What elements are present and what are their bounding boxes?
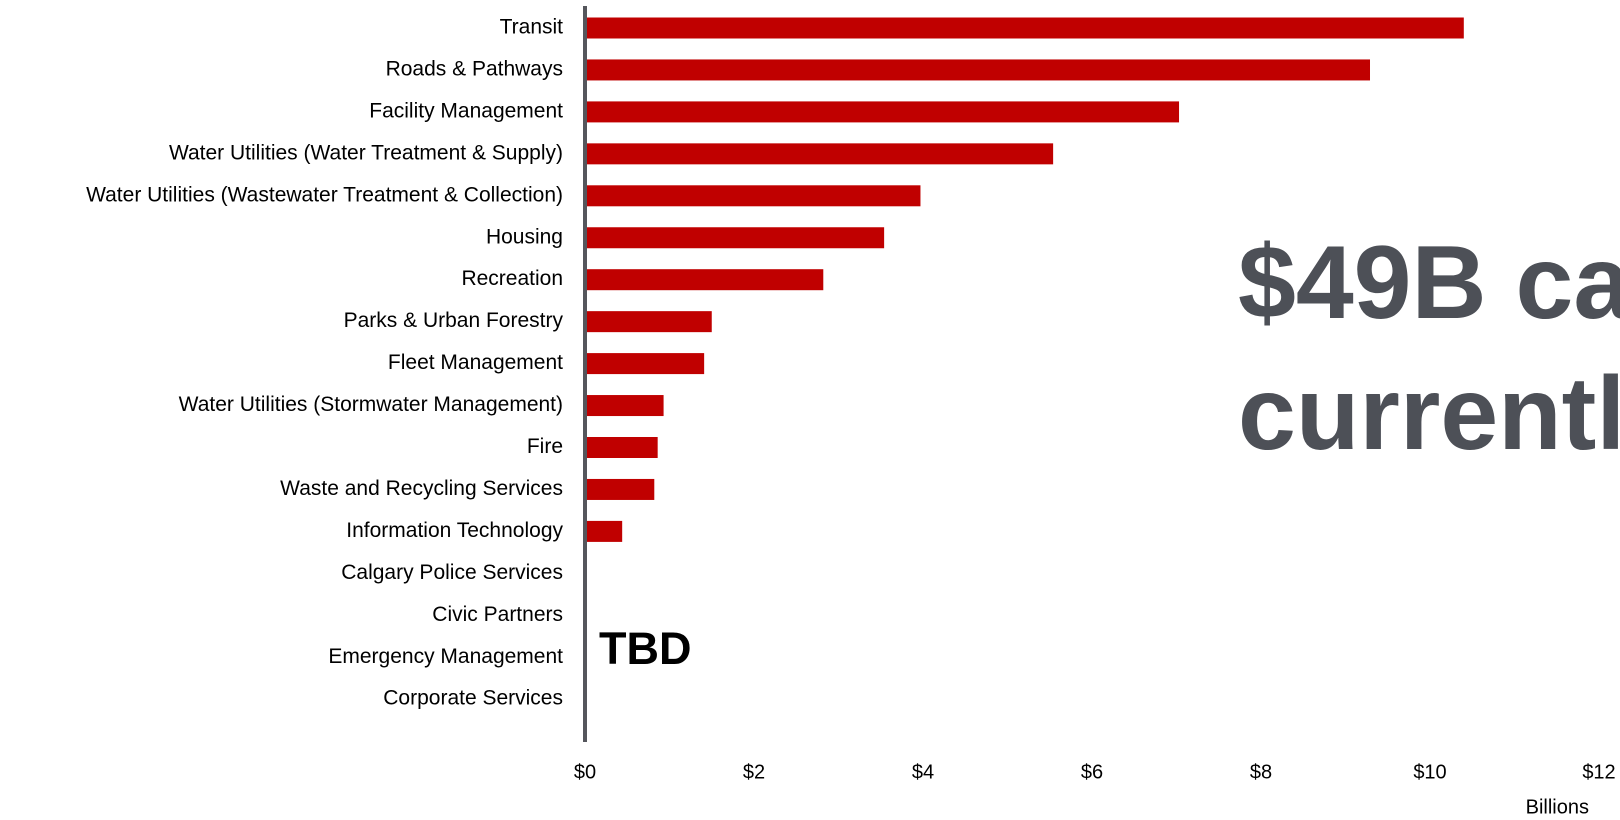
x-tick-label: $2: [743, 761, 765, 783]
x-tick-label: $8: [1250, 761, 1272, 783]
bar: [585, 311, 712, 333]
y-tick-label: Water Utilities (Stormwater Management): [179, 393, 563, 416]
annotation: TBD: [599, 623, 691, 674]
y-tick-label: Calgary Police Services: [341, 561, 563, 584]
bar: [585, 353, 705, 375]
bar: [585, 143, 1054, 165]
bar: [585, 59, 1371, 81]
y-tick-label: Civic Partners: [432, 603, 563, 626]
x-tick-label: $0: [574, 761, 596, 783]
bar: [585, 395, 664, 417]
bar: [585, 437, 658, 458]
x-tick-label: $12: [1582, 761, 1615, 783]
y-tick-label: Fleet Management: [388, 351, 563, 374]
headline: $49B ca: [1238, 225, 1620, 341]
y-tick-label: Waste and Recycling Services: [280, 477, 563, 500]
x-axis-label: Billions: [1526, 796, 1589, 818]
bar: [585, 17, 1464, 39]
y-tick-label: Water Utilities (Water Treatment & Suppl…: [169, 141, 563, 164]
x-tick-label: $4: [912, 761, 934, 783]
bar: [585, 520, 623, 542]
bar: [585, 101, 1180, 123]
y-tick-label: Roads & Pathways: [386, 57, 563, 80]
y-tick-label: Facility Management: [369, 99, 563, 122]
bar: [585, 478, 655, 500]
y-tick-label: Transit: [500, 16, 564, 39]
y-tick-label: Water Utilities (Wastewater Treatment & …: [86, 183, 563, 206]
y-tick-label: Emergency Management: [328, 645, 563, 668]
bar: [585, 185, 921, 207]
y-tick-label: Housing: [486, 225, 563, 248]
y-tick-label: Parks & Urban Forestry: [344, 309, 564, 332]
y-tick-label: Fire: [527, 435, 563, 458]
y-tick-label: Corporate Services: [383, 687, 563, 710]
x-tick-label: $6: [1081, 761, 1103, 783]
bar: [585, 227, 885, 249]
y-tick-label: Recreation: [461, 267, 563, 290]
y-tick-label: Information Technology: [346, 519, 563, 542]
headline: currentl: [1238, 356, 1620, 472]
bar: [585, 269, 824, 291]
x-tick-label: $10: [1413, 761, 1446, 783]
